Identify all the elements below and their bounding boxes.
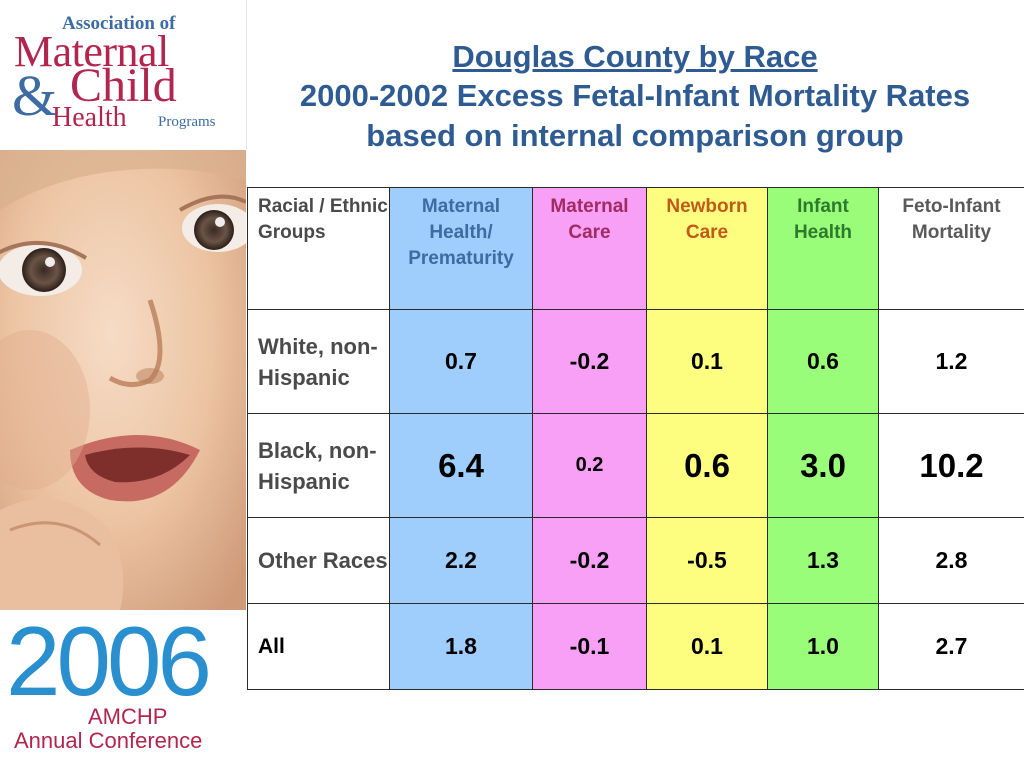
logo-health-text: Health <box>52 102 127 133</box>
header-maternal-health: Maternal Health/ Prematurity <box>389 187 533 310</box>
conference-annual-text: Annual Conference <box>14 728 203 753</box>
cell-maternal-health: 2.2 <box>389 517 533 604</box>
logo-child-text: Child <box>70 59 177 112</box>
slide-title: Douglas County by Race 2000-2002 Excess … <box>246 38 1024 156</box>
header-feto-infant-mortality: Feto-Infant Mortality <box>878 187 1024 310</box>
cell-newborn-care: 0.1 <box>646 603 768 690</box>
table-row: All 1.8 -0.1 0.1 1.0 2.7 <box>247 603 1024 690</box>
cell-infant-health: 3.0 <box>767 413 879 518</box>
logo-programs-text: Programs <box>158 114 216 130</box>
amchp-logo: Association of Maternal & Child Health P… <box>0 0 247 150</box>
baby-face-illustration <box>0 150 246 610</box>
cell-feto-infant: 1.2 <box>878 309 1024 414</box>
cell-infant-health: 1.0 <box>767 603 879 690</box>
row-label-black: Black, non-Hispanic <box>247 413 390 518</box>
conference-year: 2006 <box>6 606 212 716</box>
cell-feto-infant: 2.8 <box>878 517 1024 604</box>
title-main: Douglas County by Race <box>452 39 818 74</box>
logo-ampersand: & <box>12 63 58 128</box>
left-branding-panel: Association of Maternal & Child Health P… <box>0 0 247 768</box>
baby-photo <box>0 150 246 610</box>
table-row: Other Races 2.2 -0.2 -0.5 1.3 2.8 <box>247 517 1024 604</box>
table-row: White, non-Hispanic 0.7 -0.2 0.1 0.6 1.2 <box>247 309 1024 414</box>
cell-newborn-care: 0.6 <box>646 413 768 518</box>
logo-association-text: Association of <box>62 13 176 34</box>
conference-amchp: AMCHP <box>88 704 168 729</box>
cell-maternal-care: -0.2 <box>532 309 647 414</box>
cell-maternal-care: -0.1 <box>532 603 647 690</box>
cell-maternal-care: 0.2 <box>532 413 647 518</box>
header-newborn-care: Newborn Care <box>646 187 768 310</box>
cell-newborn-care: -0.5 <box>646 517 768 604</box>
header-maternal-care: Maternal Care <box>532 187 647 310</box>
cell-feto-infant: 10.2 <box>878 413 1024 518</box>
cell-maternal-health: 1.8 <box>389 603 533 690</box>
cell-infant-health: 1.3 <box>767 517 879 604</box>
conference-badge <box>0 610 246 768</box>
header-infant-health: Infant Health <box>767 187 879 310</box>
table-row: Black, non-Hispanic 6.4 0.2 0.6 3.0 10.2 <box>247 413 1024 518</box>
title-line-2: 2000-2002 Excess Fetal-Infant Mortality … <box>299 78 971 113</box>
cell-maternal-care: -0.2 <box>532 517 647 604</box>
cell-newborn-care: 0.1 <box>646 309 768 414</box>
row-label-other: Other Races <box>247 517 390 604</box>
cell-infant-health: 0.6 <box>767 309 879 414</box>
title-line-3: based on internal comparison group <box>366 118 904 153</box>
cell-feto-infant: 2.7 <box>878 603 1024 690</box>
row-label-white: White, non-Hispanic <box>247 309 390 414</box>
row-label-all: All <box>247 603 390 690</box>
header-racial-ethnic-groups: Racial / Ethnic Groups <box>247 187 390 310</box>
mortality-table: Racial / Ethnic Groups Maternal Health/ … <box>247 187 1024 690</box>
cell-maternal-health: 0.7 <box>389 309 533 414</box>
table-header-row: Racial / Ethnic Groups Maternal Health/ … <box>247 187 1024 310</box>
logo-maternal-text: Maternal <box>14 27 169 76</box>
cell-maternal-health: 6.4 <box>389 413 533 518</box>
